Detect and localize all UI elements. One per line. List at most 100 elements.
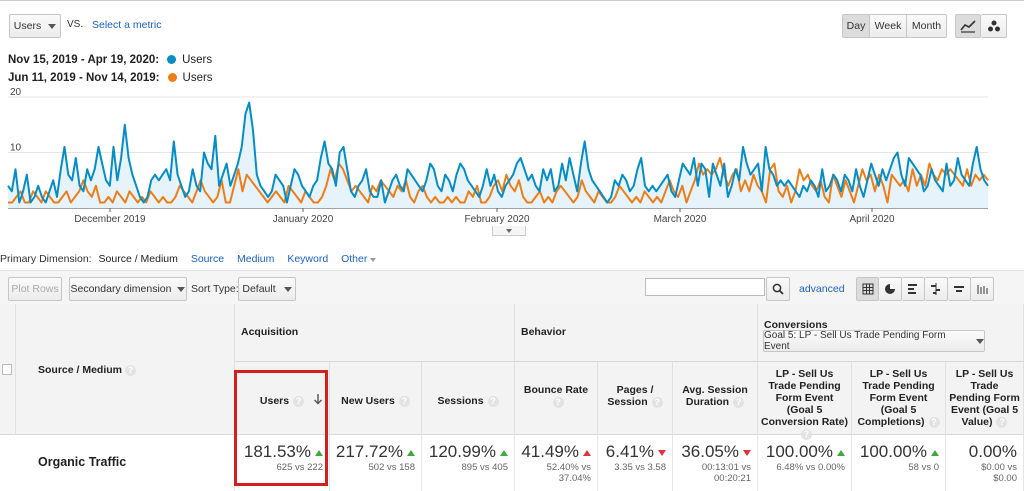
behavior-label: Behavior [521,326,566,338]
legend-series-name: Users [182,54,213,66]
chart-collapse-handle[interactable] [492,226,526,236]
legend-item-current: Nov 15, 2019 - Apr 19, 2020: Users [8,51,213,69]
arrow-up-icon [407,449,415,456]
chart-legend: Nov 15, 2019 - Apr 19, 2020: Users Jun 11… [8,51,213,87]
legend-range: Jun 11, 2019 - Nov 14, 2019: [8,72,160,84]
select-metric-link[interactable]: Select a metric [92,19,162,31]
users-line-chart[interactable]: 20 10 December 2019 January 2020 February 2… [0,88,1024,234]
column-header-2[interactable]: New Users? [330,362,422,435]
x-tick-label: April 2020 [849,214,894,225]
metric-cell: 0.00% $0.00 vs $0.00 [946,435,1024,491]
month-button[interactable]: Month [907,14,947,38]
column-title: Sessions [437,395,484,407]
change-value: 120.99% [428,442,496,461]
series-line-previous [8,157,989,204]
column-title: Avg. Session Duration [682,384,748,408]
primary-dimension-active: Source / Medium [98,253,178,265]
help-icon: ? [398,395,410,407]
granularity-group: Day Week Month [842,14,947,38]
select-all-checkbox[interactable] [2,364,12,375]
column-header-6[interactable]: Avg. Session Duration? [673,362,758,435]
primary-dimension-other[interactable]: Other [341,253,368,265]
change-value: 100.00% [765,442,833,461]
pie-chart-icon[interactable] [879,277,902,301]
help-icon: ? [651,396,663,408]
x-tick-label: December 2019 [74,214,146,225]
table-search-input[interactable] [645,278,765,296]
line-chart-icon[interactable] [955,14,981,38]
secondary-dimension-dropdown[interactable]: Secondary dimension [69,277,187,301]
column-header-8[interactable]: LP - Sell Us Trade Pending Form Event (G… [852,362,946,435]
metric-dropdown-value: Users [13,20,42,32]
column-title: LP - Sell Us Trade Pending Form Event (G… [761,368,848,428]
top-divider [0,0,1024,5]
metric-cell: 100.00% 6.48% vs 0.00% [758,435,852,491]
behavior-group-header: Behavior [515,304,758,362]
comparison-values: 00:13:01 vs 00:20:21 [701,462,751,484]
change-value: 36.05% [681,442,739,461]
primary-dimension-medium[interactable]: Medium [237,253,275,265]
series-dot-icon [167,73,177,83]
change-value: 217.72% [335,442,403,461]
column-header-4[interactable]: Bounce Rate? [515,362,598,435]
acquisition-label: Acquisition [241,326,299,338]
change-value: 181.53% [243,442,311,461]
arrow-up-icon [583,449,591,456]
primary-dimension-label: Primary Dimension: [0,253,92,265]
metric-cell: 41.49% 52.40% vs 37.04% [515,435,598,491]
sort-descending-icon[interactable] [313,393,323,408]
x-tick-label: February 2020 [464,214,529,225]
arrow-up-icon [500,449,508,456]
sort-type-dropdown[interactable]: Default [238,277,296,301]
column-header-3[interactable]: Sessions? [422,362,515,435]
arrow-down-icon [743,449,751,456]
y-tick-label: 20 [10,88,22,98]
primary-dimension-keyword[interactable]: Keyword [287,253,329,265]
change-value: 6.41% [605,442,654,461]
comparison-values: 895 vs 405 [461,462,508,473]
comparison-values: 58 vs 0 [908,462,939,473]
day-button[interactable]: Day [842,14,870,38]
help-icon: ? [928,416,940,428]
motion-chart-icon[interactable] [981,14,1007,38]
y-tick-label: 10 [10,143,22,154]
metric-cell: 36.05% 00:13:01 vs 00:20:21 [673,435,758,491]
arrow-up-icon [315,449,323,456]
plot-rows-button[interactable]: Plot Rows [8,277,62,301]
data-table-icon[interactable] [856,277,879,301]
pivot-icon[interactable] [971,277,994,301]
help-icon: ? [996,416,1008,428]
primary-dimension-source[interactable]: Source [190,253,225,265]
column-header-9[interactable]: LP - Sell Us Trade Pending Form Event (G… [946,362,1024,435]
chevron-down-icon [177,286,186,292]
chevron-down-icon [506,228,512,233]
column-header-1[interactable]: Users? [235,362,330,435]
help-icon: ? [552,396,564,408]
help-icon: ? [124,364,136,376]
help-icon: ? [293,395,305,407]
performance-icon[interactable] [902,277,925,301]
change-value: 41.49% [521,442,579,461]
arrow-up-icon [931,449,939,456]
chevron-down-icon [370,258,377,262]
comparison-icon[interactable] [925,277,948,301]
goal-selector-dropdown[interactable]: Goal 5: LP - Sell Us Trade Pending Form … [763,330,985,352]
column-header-7[interactable]: LP - Sell Us Trade Pending Form Event (G… [758,362,852,440]
advanced-link[interactable]: advanced [799,283,845,295]
metric-cell: 181.53% 625 vs 222 [235,435,330,491]
comparison-values: 625 vs 222 [276,462,323,473]
search-icon[interactable] [766,277,790,301]
dimension-header[interactable]: Source / Medium ? [16,304,235,435]
help-icon: ? [733,396,745,408]
column-header-5[interactable]: Pages / Session? [598,362,673,435]
column-title: Pages / Session [607,384,654,408]
chart-type-group [955,14,1007,38]
table-view-group [856,277,994,301]
row-label[interactable]: Organic Traffic [38,455,127,469]
metric-dropdown[interactable]: Users [9,14,61,38]
week-button[interactable]: Week [870,14,907,38]
legend-series-name: Users [182,72,213,84]
legend-item-previous: Jun 11, 2019 - Nov 14, 2019: Users [8,69,213,87]
term-cloud-icon[interactable] [948,277,971,301]
series-line-current [7,101,989,204]
